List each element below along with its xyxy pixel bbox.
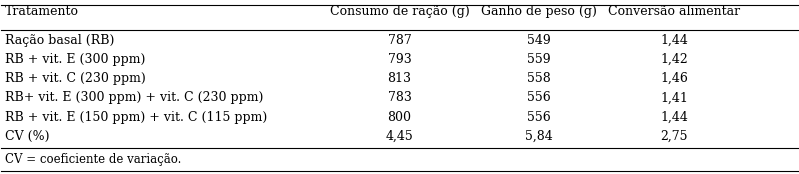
Text: 1,44: 1,44 (660, 34, 688, 47)
Text: RB+ vit. E (300 ppm) + vit. C (230 ppm): RB+ vit. E (300 ppm) + vit. C (230 ppm) (6, 91, 264, 104)
Text: 787: 787 (388, 34, 411, 47)
Text: Ganho de peso (g): Ganho de peso (g) (481, 5, 597, 18)
Text: Ração basal (RB): Ração basal (RB) (6, 34, 115, 47)
Text: 1,42: 1,42 (660, 53, 688, 66)
Text: 4,45: 4,45 (386, 130, 413, 143)
Text: 783: 783 (388, 91, 411, 104)
Text: Consumo de ração (g): Consumo de ração (g) (330, 5, 469, 18)
Text: 1,46: 1,46 (660, 72, 688, 85)
Text: 559: 559 (527, 53, 551, 66)
Text: 800: 800 (388, 110, 411, 124)
Text: CV = coeficiente de variação.: CV = coeficiente de variação. (6, 153, 181, 166)
Text: RB + vit. E (300 ppm): RB + vit. E (300 ppm) (6, 53, 145, 66)
Text: 558: 558 (527, 72, 551, 85)
Text: 2,75: 2,75 (661, 130, 688, 143)
Text: Conversão alimentar: Conversão alimentar (608, 5, 740, 18)
Text: 556: 556 (527, 91, 551, 104)
Text: RB + vit. C (230 ppm): RB + vit. C (230 ppm) (6, 72, 146, 85)
Text: 5,84: 5,84 (525, 130, 553, 143)
Text: CV (%): CV (%) (6, 130, 50, 143)
Text: 1,41: 1,41 (660, 91, 688, 104)
Text: 1,44: 1,44 (660, 110, 688, 124)
Text: Tratamento: Tratamento (6, 5, 79, 18)
Text: 549: 549 (527, 34, 551, 47)
Text: 793: 793 (388, 53, 411, 66)
Text: RB + vit. E (150 ppm) + vit. C (115 ppm): RB + vit. E (150 ppm) + vit. C (115 ppm) (6, 110, 268, 124)
Text: 813: 813 (388, 72, 411, 85)
Text: 556: 556 (527, 110, 551, 124)
